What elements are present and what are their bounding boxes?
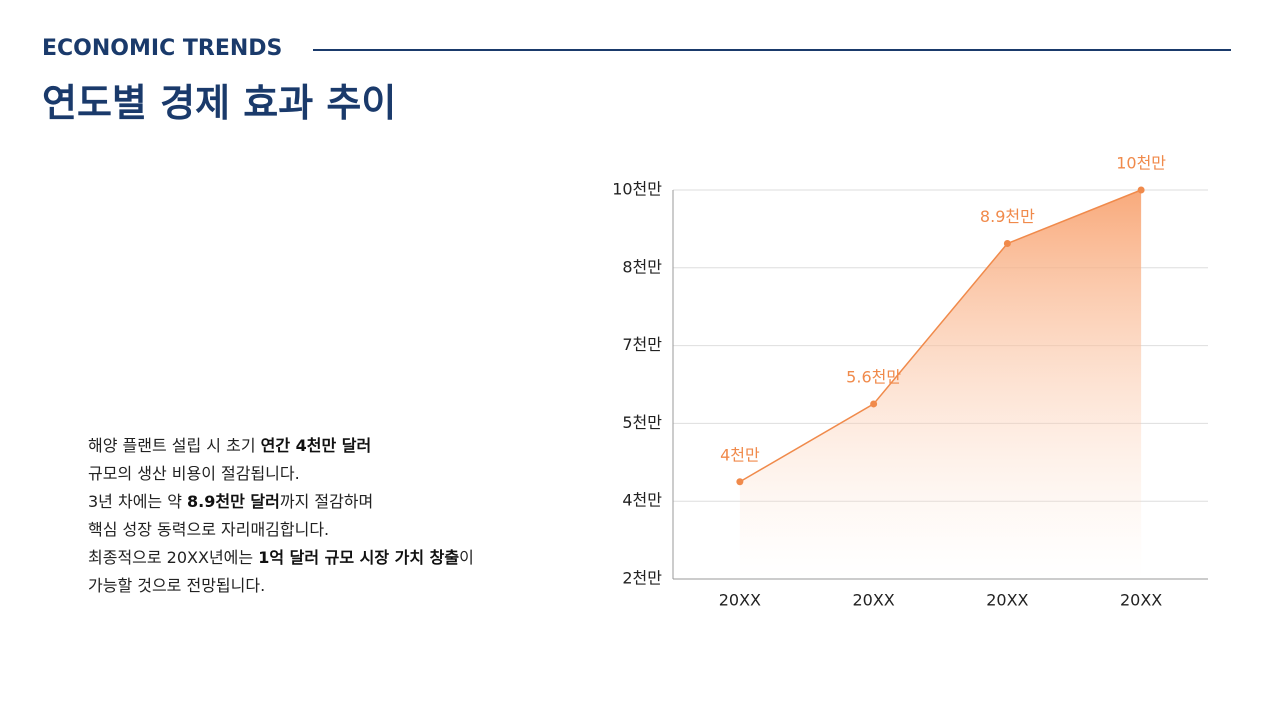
x-tick-label: 20XX: [719, 591, 761, 610]
point: [870, 400, 878, 408]
point: [736, 478, 744, 486]
value-label: 5.6천만: [846, 367, 901, 386]
text: 까지 절감하며: [279, 492, 374, 511]
text: 최종적으로 20XX년에는: [88, 548, 259, 567]
text: 3년 차에는 약: [88, 492, 188, 511]
text: 핵심 성장 동력으로 자리매김합니다.: [88, 520, 330, 539]
y-tick-label: 7천만: [622, 335, 662, 354]
description-line: 3년 차에는 약 8.9천만 달러까지 절감하며: [88, 488, 474, 516]
y-tick-label: 5천만: [622, 413, 662, 432]
line: [739, 189, 1142, 483]
text: 가능할 것으로 전망됩니다.: [88, 576, 266, 595]
x-tick-label: 20XX: [986, 591, 1028, 610]
x-tick-label: 20XX: [852, 591, 894, 610]
y-tick-label: 8천만: [622, 257, 662, 276]
slide-title: 연도별 경제 효과 추이: [42, 81, 397, 125]
y-tick-label: 4천만: [622, 491, 662, 510]
bold-text: 연간 4천만 달러: [260, 436, 372, 455]
text: 규모의 생산 비용이 절감됩니다.: [88, 464, 300, 483]
value-label: 8.9천만: [980, 207, 1035, 226]
header-rule: [313, 49, 1231, 51]
description-line: 핵심 성장 동력으로 자리매김합니다.: [88, 516, 474, 544]
description-line: 규모의 생산 비용이 절감됩니다.: [88, 460, 474, 488]
bold-text: 1억 달러 규모 시장 가치 창출: [258, 548, 460, 567]
value-label: 10천만: [1116, 154, 1166, 173]
bold-text: 8.9천만 달러: [187, 492, 280, 511]
point: [1137, 186, 1145, 194]
description-line: 가능할 것으로 전망됩니다.: [88, 572, 474, 600]
kicker: ECONOMIC TRENDS: [42, 36, 283, 61]
text: 해양 플랜트 설립 시 초기: [88, 436, 261, 455]
value-label: 4천만: [720, 445, 760, 464]
description-line: 해양 플랜트 설립 시 초기 연간 4천만 달러: [88, 432, 474, 460]
text: 이: [459, 548, 474, 567]
description-line: 최종적으로 20XX년에는 1억 달러 규모 시장 가치 창출이: [88, 544, 474, 572]
x-tick-label: 20XX: [1120, 591, 1162, 610]
point: [1003, 239, 1011, 247]
y-tick-label: 10천만: [612, 180, 662, 199]
y-tick-label: 2천만: [622, 569, 662, 588]
area: [739, 190, 1142, 579]
